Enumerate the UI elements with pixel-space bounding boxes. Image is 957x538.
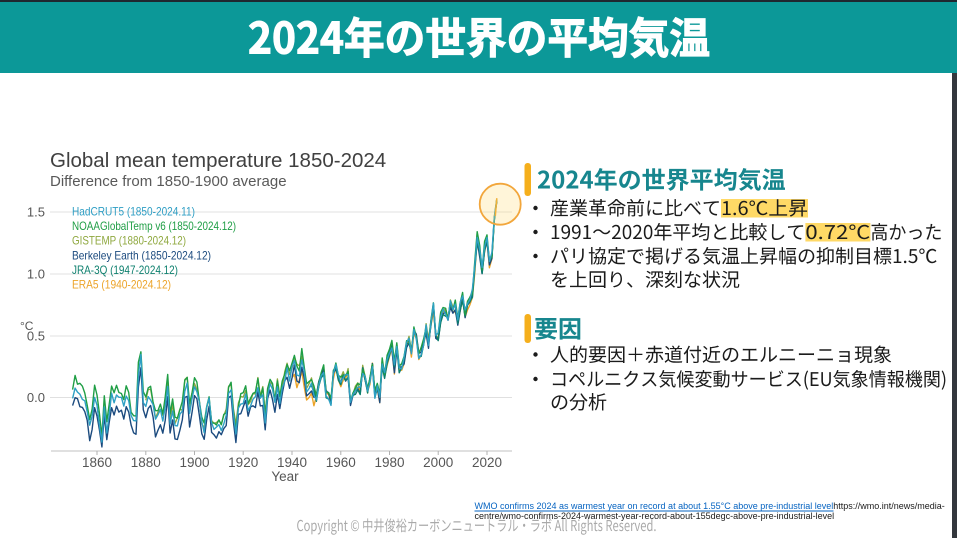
svg-text:ERA5 (1940-2024.12): ERA5 (1940-2024.12) bbox=[72, 278, 171, 292]
svg-text:Year: Year bbox=[271, 469, 299, 484]
svg-text:°C: °C bbox=[20, 319, 34, 333]
svg-text:GISTEMP (1880-2024.12): GISTEMP (1880-2024.12) bbox=[72, 234, 186, 248]
svg-text:WMO confirms 2024 as warmest y: WMO confirms 2024 as warmest year on rec… bbox=[475, 501, 945, 511]
svg-text:NOAAGlobalTemp v6 (1850-2024.1: NOAAGlobalTemp v6 (1850-2024.12) bbox=[72, 219, 236, 233]
svg-text:1860: 1860 bbox=[82, 455, 112, 470]
svg-text:1980: 1980 bbox=[374, 455, 404, 470]
svg-text:2020: 2020 bbox=[472, 455, 502, 470]
svg-text:0.5: 0.5 bbox=[27, 329, 45, 344]
svg-text:JRA-3Q (1947-2024.12): JRA-3Q (1947-2024.12) bbox=[72, 263, 178, 277]
svg-text:1940: 1940 bbox=[277, 455, 307, 470]
svg-text:2000: 2000 bbox=[423, 455, 453, 470]
svg-text:1960: 1960 bbox=[326, 455, 356, 470]
svg-text:Berkeley Earth (1850-2024.12): Berkeley Earth (1850-2024.12) bbox=[72, 248, 211, 262]
svg-text:Global mean temperature 1850-2: Global mean temperature 1850-2024 bbox=[50, 149, 386, 172]
svg-text:1880: 1880 bbox=[131, 455, 161, 470]
svg-text:Difference from 1850-1900 aver: Difference from 1850-1900 average bbox=[50, 173, 287, 190]
svg-text:0.0: 0.0 bbox=[27, 390, 45, 405]
svg-text:1900: 1900 bbox=[179, 455, 209, 470]
svg-text:1920: 1920 bbox=[228, 455, 258, 470]
svg-text:centre/wmo-confirms-2024-warme: centre/wmo-confirms-2024-warmest-year-re… bbox=[475, 511, 835, 521]
svg-text:1.5: 1.5 bbox=[27, 205, 45, 220]
svg-text:HadCRUT5 (1850-2024.11): HadCRUT5 (1850-2024.11) bbox=[72, 205, 195, 219]
svg-text:1.0: 1.0 bbox=[27, 267, 45, 282]
